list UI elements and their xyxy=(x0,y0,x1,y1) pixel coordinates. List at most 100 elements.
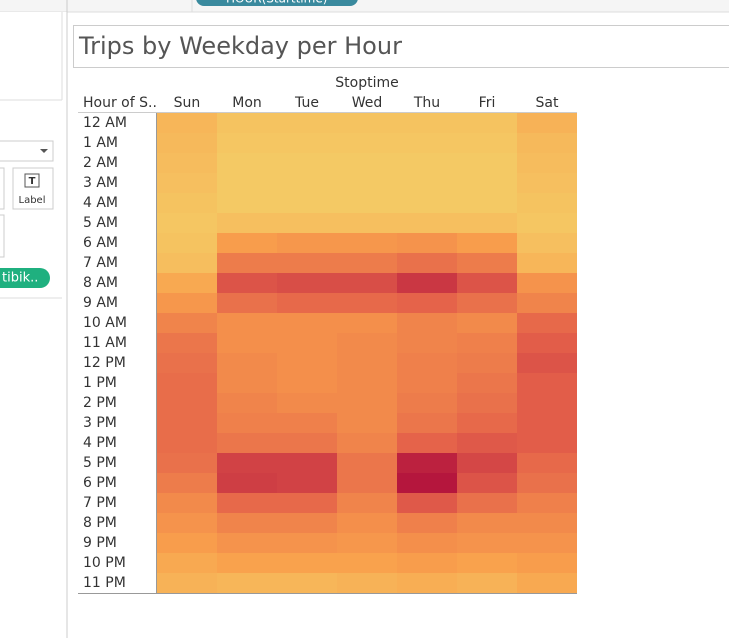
heat-cell xyxy=(457,233,517,253)
heat-cell xyxy=(217,293,277,313)
heat-cell xyxy=(217,533,277,553)
heat-cell xyxy=(397,533,457,553)
heat-cell xyxy=(217,213,277,233)
heat-cell xyxy=(517,253,577,273)
heat-cell xyxy=(277,353,337,373)
row-label: 7 AM xyxy=(83,255,118,271)
heat-cell xyxy=(337,333,397,353)
heat-cell xyxy=(517,133,577,153)
heat-cell xyxy=(157,393,217,413)
row-label: 12 AM xyxy=(83,115,127,131)
heat-cell xyxy=(517,553,577,573)
heat-cell xyxy=(337,493,397,513)
heat-cell xyxy=(157,353,217,373)
label-button-text: Label xyxy=(19,195,46,206)
heat-cell xyxy=(517,353,577,373)
heat-cell xyxy=(397,353,457,373)
heat-cell xyxy=(277,213,337,233)
heat-cell xyxy=(277,393,337,413)
heat-cell xyxy=(397,153,457,173)
heat-cell xyxy=(457,113,517,133)
chart-title: Trips by Weekday per Hour xyxy=(78,32,402,60)
heat-cell xyxy=(277,553,337,573)
heat-cell xyxy=(217,553,277,573)
heat-cell xyxy=(457,473,517,493)
row-label: 3 PM xyxy=(83,415,117,431)
row-label: 1 AM xyxy=(83,135,118,151)
heat-cell xyxy=(217,433,277,453)
heat-cell xyxy=(277,173,337,193)
row-label: 4 AM xyxy=(83,195,118,211)
field-pill-text: tibik.. xyxy=(2,271,38,286)
heat-cell xyxy=(157,153,217,173)
heat-cell xyxy=(337,173,397,193)
shelf-bar xyxy=(0,0,729,12)
heat-cell xyxy=(457,173,517,193)
row-label: 9 PM xyxy=(83,535,117,551)
heat-cell xyxy=(457,193,517,213)
marks-button[interactable] xyxy=(0,215,4,257)
heat-cell xyxy=(157,513,217,533)
heat-cell xyxy=(397,313,457,333)
heat-cell xyxy=(157,273,217,293)
heat-cell xyxy=(397,413,457,433)
heat-cell xyxy=(277,373,337,393)
heat-cell xyxy=(517,193,577,213)
heat-cell xyxy=(217,113,277,133)
heat-cell xyxy=(397,293,457,313)
row-label: 10 AM xyxy=(83,315,127,331)
heat-cell xyxy=(217,333,277,353)
heat-cell xyxy=(277,433,337,453)
heat-cell xyxy=(457,353,517,373)
heat-cell xyxy=(217,393,277,413)
heat-cell xyxy=(337,573,397,593)
heat-cell xyxy=(397,213,457,233)
heat-cell xyxy=(217,133,277,153)
heat-cell xyxy=(457,533,517,553)
heat-cell xyxy=(457,513,517,533)
heat-cell xyxy=(277,573,337,593)
column-header: Stoptime xyxy=(335,75,398,91)
heat-cell xyxy=(457,453,517,473)
heat-cell xyxy=(277,453,337,473)
heat-cell xyxy=(397,553,457,573)
row-label: 11 AM xyxy=(83,335,127,351)
heat-cell xyxy=(157,253,217,273)
heat-cell xyxy=(337,153,397,173)
heat-cell xyxy=(157,213,217,233)
heat-cell xyxy=(457,373,517,393)
heat-cell xyxy=(457,273,517,293)
row-label: 5 AM xyxy=(83,215,118,231)
heat-cell xyxy=(457,153,517,173)
heat-cell xyxy=(337,513,397,533)
heat-cell xyxy=(157,413,217,433)
column-label: Sun xyxy=(174,95,201,111)
heat-cell xyxy=(277,293,337,313)
heat-cell xyxy=(157,433,217,453)
heat-cell xyxy=(457,333,517,353)
heat-cell xyxy=(337,393,397,413)
heat-cell xyxy=(517,293,577,313)
heat-cell xyxy=(157,333,217,353)
heat-cell xyxy=(457,293,517,313)
heat-cell xyxy=(517,453,577,473)
row-label: 7 PM xyxy=(83,495,117,511)
heat-cell xyxy=(337,553,397,573)
heat-cell xyxy=(277,133,337,153)
heat-cell xyxy=(517,313,577,333)
heat-cell xyxy=(277,513,337,533)
heat-cell xyxy=(277,533,337,553)
marks-button[interactable] xyxy=(0,168,4,209)
heat-cell xyxy=(277,253,337,273)
heat-cell xyxy=(217,273,277,293)
heat-cell xyxy=(397,333,457,353)
heat-cell xyxy=(157,233,217,253)
heat-cell xyxy=(157,293,217,313)
column-label: Wed xyxy=(352,95,383,111)
heat-cell xyxy=(397,193,457,213)
column-label: Sat xyxy=(536,95,559,111)
heat-cell xyxy=(397,393,457,413)
row-label: 2 AM xyxy=(83,155,118,171)
heat-cell xyxy=(397,573,457,593)
heat-cell xyxy=(157,573,217,593)
